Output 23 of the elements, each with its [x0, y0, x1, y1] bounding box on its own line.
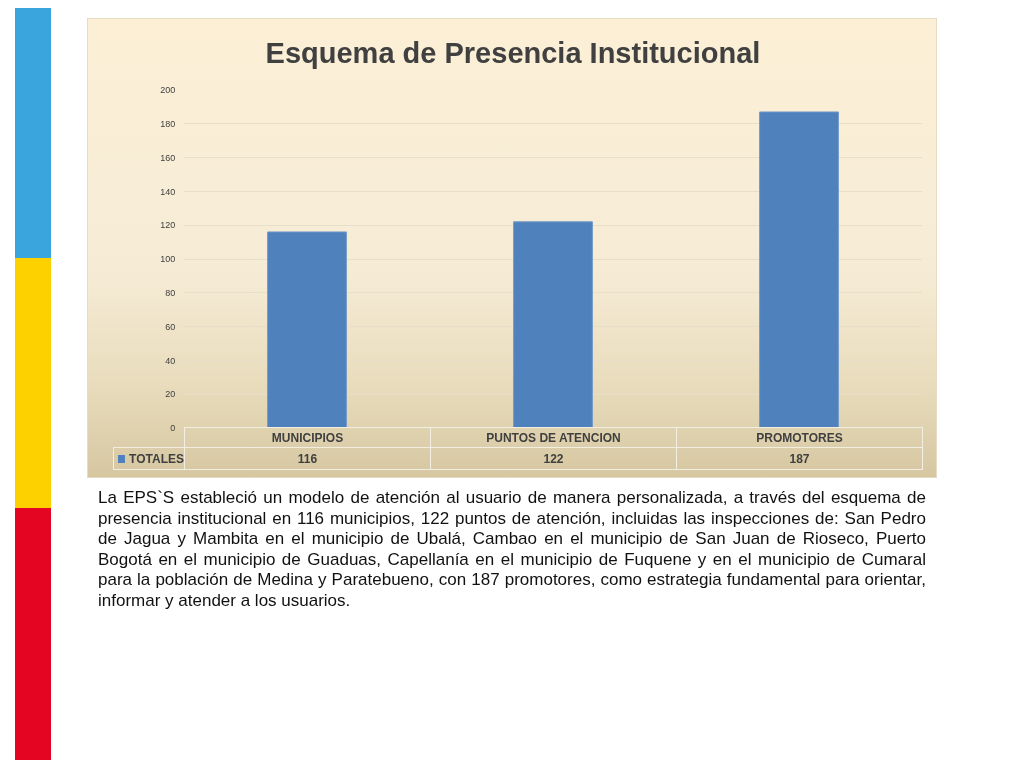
- data-label: 122: [430, 447, 677, 470]
- chart-title: Esquema de Presencia Institucional: [265, 37, 761, 70]
- y-tick-label: 200: [160, 85, 176, 96]
- text: La EPS`S estableció un modelo de atención al usuario de manera personalizada, a través del esquema de presencia institucional en 116 municipios, 122 puntos de atención, incluidas las inspecciones de: San Pedro de Jagua y Mambita en el municipio de Ubalá, Cambao en el municipio de San Juan de Rioseco, Puerto Bogotá en el municipio de Guaduas, Capellanía en el municipio de Fuquene y en el municipio de Cumaral para la población de Medina y Paratebueno, con 187 promotores, como estrategia fundamental para orientar, informar y atender a los usuarios.: [98, 488, 926, 611]
- y-tick-label: 60: [165, 321, 176, 332]
- bar: [267, 231, 347, 428]
- y-tick-label: 80: [165, 287, 176, 298]
- bar: [513, 221, 593, 428]
- x-tick-label: PUNTOS DE ATENCION: [430, 427, 677, 448]
- y-tick-label: 100: [160, 254, 176, 265]
- y-tick-label: 160: [160, 152, 176, 163]
- bar: [759, 111, 839, 428]
- data-label: 187: [676, 447, 923, 470]
- y-tick-label: 180: [160, 118, 176, 129]
- y-tick-label: 40: [165, 355, 176, 366]
- y-tick-label: 0: [170, 423, 176, 434]
- x-tick-label: MUNICIPIOS: [184, 427, 431, 448]
- y-tick-label: 140: [160, 186, 176, 197]
- y-tick-label: 120: [160, 220, 176, 231]
- y-tick-label: 20: [165, 389, 176, 400]
- text: TOTALES: [129, 451, 184, 466]
- x-tick-label: PROMOTORES: [676, 427, 923, 448]
- data-label: 116: [184, 447, 431, 470]
